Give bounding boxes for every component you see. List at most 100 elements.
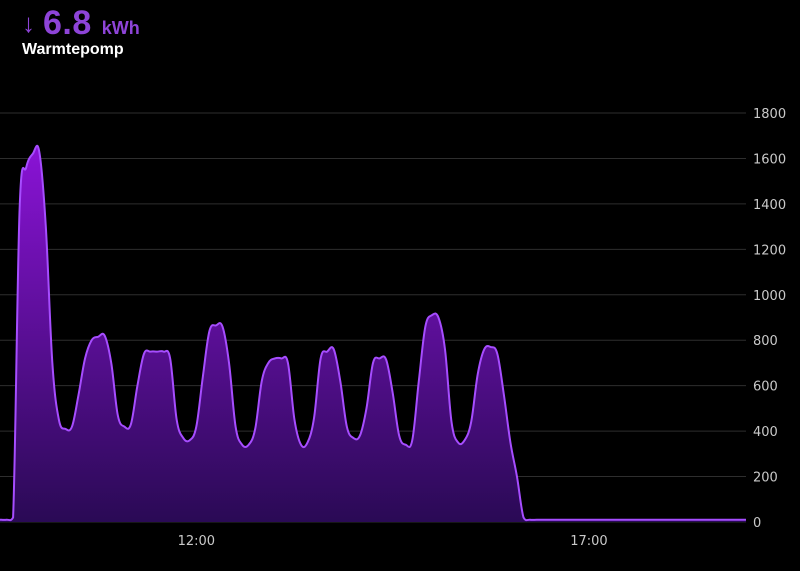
data-point bbox=[508, 440, 512, 444]
data-point bbox=[135, 384, 139, 388]
data-point bbox=[37, 150, 41, 154]
data-point bbox=[371, 361, 375, 365]
data-point bbox=[423, 325, 427, 329]
data-point bbox=[220, 325, 224, 329]
data-point bbox=[672, 518, 676, 522]
data-point bbox=[679, 518, 683, 522]
x-axis-ticks: 12:00 17:00 bbox=[178, 534, 608, 549]
data-point bbox=[443, 347, 447, 351]
data-point bbox=[90, 338, 94, 342]
data-point bbox=[744, 518, 748, 522]
data-point bbox=[168, 356, 172, 360]
data-point bbox=[665, 518, 669, 522]
data-point bbox=[639, 518, 643, 522]
data-point bbox=[450, 420, 454, 424]
y-tick-label: 1000 bbox=[753, 289, 786, 304]
data-point bbox=[711, 518, 715, 522]
y-tick-label: 1800 bbox=[753, 107, 786, 122]
data-point bbox=[63, 427, 67, 431]
data-point bbox=[214, 323, 218, 327]
data-point bbox=[515, 475, 519, 479]
data-point bbox=[692, 518, 696, 522]
data-point bbox=[103, 334, 107, 338]
data-point bbox=[70, 425, 74, 429]
energy-value: 6.8 bbox=[43, 4, 92, 42]
data-point bbox=[234, 425, 238, 429]
data-point bbox=[561, 518, 565, 522]
data-point bbox=[502, 393, 506, 397]
data-point bbox=[463, 438, 467, 442]
data-point bbox=[404, 443, 408, 447]
y-tick-label: 1600 bbox=[753, 152, 786, 167]
data-point bbox=[646, 518, 650, 522]
data-point bbox=[737, 518, 741, 522]
data-point bbox=[109, 361, 113, 365]
y-tick-label: 0 bbox=[753, 516, 761, 531]
data-point bbox=[587, 518, 591, 522]
data-point bbox=[338, 379, 342, 383]
data-point bbox=[142, 352, 146, 356]
data-point bbox=[175, 418, 179, 422]
data-point bbox=[554, 518, 558, 522]
data-point bbox=[613, 518, 617, 522]
data-point bbox=[286, 361, 290, 365]
data-point bbox=[482, 347, 486, 351]
y-tick-label: 1200 bbox=[753, 243, 786, 258]
arrow-down-icon: ↓ bbox=[22, 8, 35, 38]
data-point bbox=[548, 518, 552, 522]
data-point bbox=[325, 350, 329, 354]
data-point bbox=[528, 518, 532, 522]
data-point bbox=[155, 350, 159, 354]
y-tick-label: 1400 bbox=[753, 198, 786, 213]
data-point bbox=[417, 379, 421, 383]
data-point bbox=[116, 413, 120, 417]
data-point bbox=[397, 434, 401, 438]
y-tick-label: 400 bbox=[753, 425, 778, 440]
data-point bbox=[122, 425, 126, 429]
data-point bbox=[659, 518, 663, 522]
data-point bbox=[44, 225, 48, 229]
data-point bbox=[332, 347, 336, 351]
data-point bbox=[351, 436, 355, 440]
y-tick-label: 200 bbox=[753, 471, 778, 486]
data-point bbox=[129, 422, 133, 426]
data-point bbox=[476, 372, 480, 376]
data-point bbox=[194, 425, 198, 429]
data-point bbox=[364, 406, 368, 410]
x-tick-label: 12:00 bbox=[178, 534, 215, 549]
y-tick-label: 800 bbox=[753, 334, 778, 349]
data-point bbox=[391, 390, 395, 394]
data-point bbox=[57, 418, 61, 422]
data-point bbox=[24, 166, 28, 170]
data-point bbox=[31, 152, 35, 156]
data-point bbox=[724, 518, 728, 522]
y-axis-ticks: 0 200 400 600 800 1000 1200 1400 1600 1800 bbox=[753, 107, 786, 531]
x-tick-label: 17:00 bbox=[570, 534, 607, 549]
data-point bbox=[652, 518, 656, 522]
data-point bbox=[731, 518, 735, 522]
series-line bbox=[0, 144, 746, 522]
value-row: ↓ 6.8 kWh bbox=[22, 4, 140, 43]
data-point bbox=[633, 518, 637, 522]
data-point bbox=[207, 329, 211, 333]
data-point bbox=[50, 361, 54, 365]
data-point bbox=[541, 518, 545, 522]
data-point bbox=[718, 518, 722, 522]
data-point bbox=[306, 440, 310, 444]
data-point bbox=[580, 518, 584, 522]
sensor-header: ↓ 6.8 kWh Warmtepomp bbox=[22, 4, 140, 59]
sensor-name: Warmtepomp bbox=[22, 41, 124, 58]
data-point bbox=[188, 438, 192, 442]
data-point bbox=[96, 335, 100, 339]
data-point bbox=[149, 350, 153, 354]
data-point bbox=[319, 356, 323, 360]
data-point bbox=[181, 436, 185, 440]
data-point bbox=[266, 361, 270, 365]
data-point bbox=[535, 518, 539, 522]
data-point bbox=[312, 415, 316, 419]
data-point bbox=[11, 515, 15, 519]
data-point bbox=[279, 356, 283, 360]
data-point bbox=[18, 206, 22, 210]
data-point bbox=[83, 356, 87, 360]
